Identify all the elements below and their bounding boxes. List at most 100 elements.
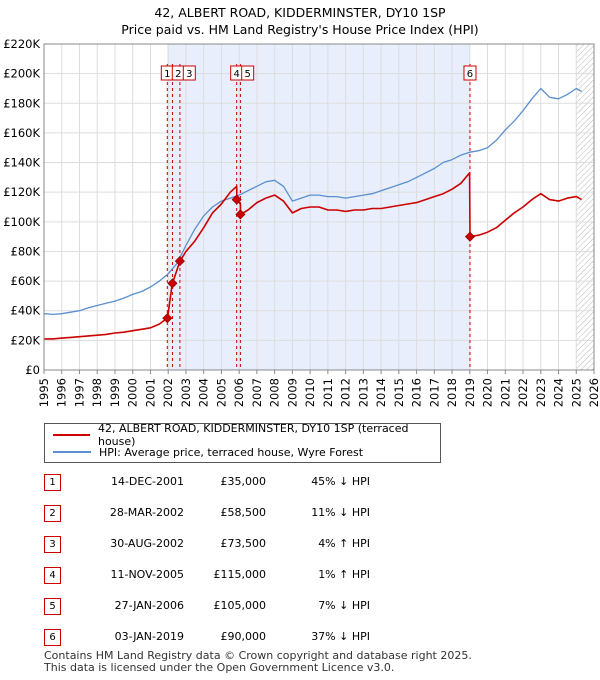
y-tick-label: £20K bbox=[11, 333, 41, 347]
x-tick-label: 2005 bbox=[214, 378, 228, 407]
legend-label-blue: HPI: Average price, terraced house, Wyre… bbox=[99, 445, 364, 459]
y-tick-label: £120K bbox=[3, 185, 40, 199]
legend: 42, ALBERT ROAD, KIDDERMINSTER, DY10 1SP… bbox=[44, 422, 441, 463]
plot-frame bbox=[43, 43, 595, 371]
y-tick-label: £40K bbox=[11, 304, 41, 318]
sale-point-3 bbox=[174, 256, 185, 267]
legend-swatch-blue bbox=[53, 451, 91, 453]
x-tick-label: 1999 bbox=[108, 378, 122, 407]
x-tick-label: 2022 bbox=[516, 378, 530, 407]
y-tick-label: £200K bbox=[3, 67, 40, 81]
price-paid-line bbox=[44, 172, 582, 340]
x-tick-label: 2018 bbox=[445, 378, 459, 407]
projection-hatch bbox=[576, 44, 594, 370]
event-label-text: 2 bbox=[175, 69, 181, 80]
y-tick-label: £100K bbox=[3, 215, 40, 229]
tick-labels: £0 £20K £40K £60K £80K £100K £120K £140K £160K £1… bbox=[3, 37, 600, 407]
x-tick-label: 2016 bbox=[410, 378, 424, 407]
event-label-5: 5 bbox=[241, 65, 255, 81]
x-tick-label: 2013 bbox=[356, 378, 370, 407]
row-price: £35,000 bbox=[220, 475, 267, 488]
y-tick-label: £60K bbox=[11, 274, 41, 288]
row-price: £115,000 bbox=[213, 568, 267, 581]
row-price: £105,000 bbox=[213, 599, 267, 612]
row-hpi: 11% ↓ HPI bbox=[311, 506, 370, 519]
sale-point-4 bbox=[231, 194, 242, 205]
table-row: 3 30-AUG-2002 £73,500 4% ↑ HPI bbox=[44, 535, 464, 566]
x-tick-label: 2011 bbox=[321, 378, 335, 407]
row-date: 11-NOV-2005 bbox=[110, 568, 184, 581]
y-tick-label: £140K bbox=[3, 156, 40, 170]
sale-point-6 bbox=[464, 231, 476, 242]
row-price: £73,500 bbox=[220, 537, 267, 550]
axes bbox=[43, 43, 595, 371]
y-tick-label: £180K bbox=[3, 96, 40, 110]
x-tick-label: 2002 bbox=[161, 378, 175, 407]
table-row: 1 14-DEC-2001 £35,000 45% ↓ HPI bbox=[44, 473, 464, 504]
title-line-1: 42, ALBERT ROAD, KIDDERMINSTER, DY10 1SP bbox=[154, 5, 446, 20]
event-label-box bbox=[182, 65, 196, 81]
row-number: 4 bbox=[44, 567, 61, 584]
x-tick-label: 2008 bbox=[268, 378, 282, 407]
row-number: 3 bbox=[44, 536, 61, 553]
row-date: 28-MAR-2002 bbox=[109, 506, 184, 519]
row-date: 14-DEC-2001 bbox=[110, 475, 184, 488]
x-tick-label: 2020 bbox=[481, 378, 495, 407]
event-label-box bbox=[241, 65, 255, 81]
legend-swatch-red bbox=[53, 434, 90, 436]
table-row: 2 28-MAR-2002 £58,500 11% ↓ HPI bbox=[44, 504, 464, 535]
row-date: 27-JAN-2006 bbox=[114, 599, 184, 612]
x-tick-label: 2009 bbox=[285, 378, 299, 407]
legend-label-red: 42, ALBERT ROAD, KIDDERMINSTER, DY10 1SP… bbox=[97, 422, 409, 448]
event-label-6: 6 bbox=[463, 65, 477, 81]
x-tick-label: 2012 bbox=[339, 378, 353, 407]
event-label-text: 3 bbox=[186, 69, 192, 80]
x-tick-label: 2025 bbox=[569, 378, 583, 407]
x-tick-label: 2015 bbox=[392, 378, 406, 407]
x-tick-label: 2019 bbox=[463, 378, 477, 407]
x-tick-label: 1996 bbox=[55, 378, 69, 407]
event-label-2: 2 bbox=[171, 65, 185, 81]
event-label-3: 3 bbox=[182, 65, 196, 81]
footer: Contains HM Land Registry data © Crown c… bbox=[44, 650, 472, 674]
row-hpi: 4% ↑ HPI bbox=[318, 537, 370, 550]
table-row: 6 03-JAN-2019 £90,000 37% ↓ HPI bbox=[44, 628, 464, 659]
series-lines bbox=[43, 87, 582, 340]
x-tick-label: 2007 bbox=[250, 378, 264, 407]
x-tick-label: 1995 bbox=[37, 378, 51, 407]
hpi-line bbox=[43, 87, 582, 316]
x-tick-label: 2017 bbox=[427, 378, 441, 407]
sale-point-2 bbox=[167, 278, 178, 289]
x-tick-label: 2000 bbox=[126, 378, 140, 407]
shaded-ownership-band bbox=[44, 44, 594, 370]
table-row: 5 27-JAN-2006 £105,000 7% ↓ HPI bbox=[44, 597, 464, 628]
row-date: 30-AUG-2002 bbox=[110, 537, 184, 550]
x-tick-label: 2003 bbox=[179, 378, 193, 407]
x-tick-label: 2006 bbox=[232, 378, 246, 407]
chart-title: 42, ALBERT ROAD, KIDDERMINSTER, DY10 1SP… bbox=[0, 4, 600, 38]
x-tick-label: 2024 bbox=[552, 378, 566, 407]
legend-item-red: 42, ALBERT ROAD, KIDDERMINSTER, DY10 1SP… bbox=[53, 422, 440, 448]
event-label-text: 1 bbox=[164, 69, 170, 80]
event-label-1: 1 bbox=[160, 65, 174, 81]
x-tick-label: 2026 bbox=[587, 378, 600, 407]
title-line-2: Price paid vs. HM Land Registry's House … bbox=[121, 22, 479, 37]
sale-points bbox=[162, 194, 476, 324]
footer-line-1: Contains HM Land Registry data © Crown c… bbox=[44, 649, 472, 662]
x-tick-label: 2023 bbox=[534, 378, 548, 407]
x-tick-label: 1997 bbox=[72, 378, 86, 407]
row-number: 6 bbox=[44, 629, 61, 646]
event-label-text: 5 bbox=[244, 69, 250, 80]
row-date: 03-JAN-2019 bbox=[114, 630, 184, 643]
legend-item-blue: HPI: Average price, terraced house, Wyre… bbox=[53, 444, 363, 460]
row-number: 2 bbox=[44, 505, 61, 522]
event-label-4: 4 bbox=[230, 65, 244, 81]
event-label-text: 4 bbox=[233, 69, 239, 80]
event-label-text: 6 bbox=[467, 69, 473, 80]
row-number: 5 bbox=[44, 598, 61, 615]
y-tick-label: £80K bbox=[11, 244, 41, 258]
y-tick-label: £220K bbox=[3, 37, 40, 51]
sale-point-1 bbox=[162, 313, 173, 324]
row-price: £90,000 bbox=[220, 630, 267, 643]
